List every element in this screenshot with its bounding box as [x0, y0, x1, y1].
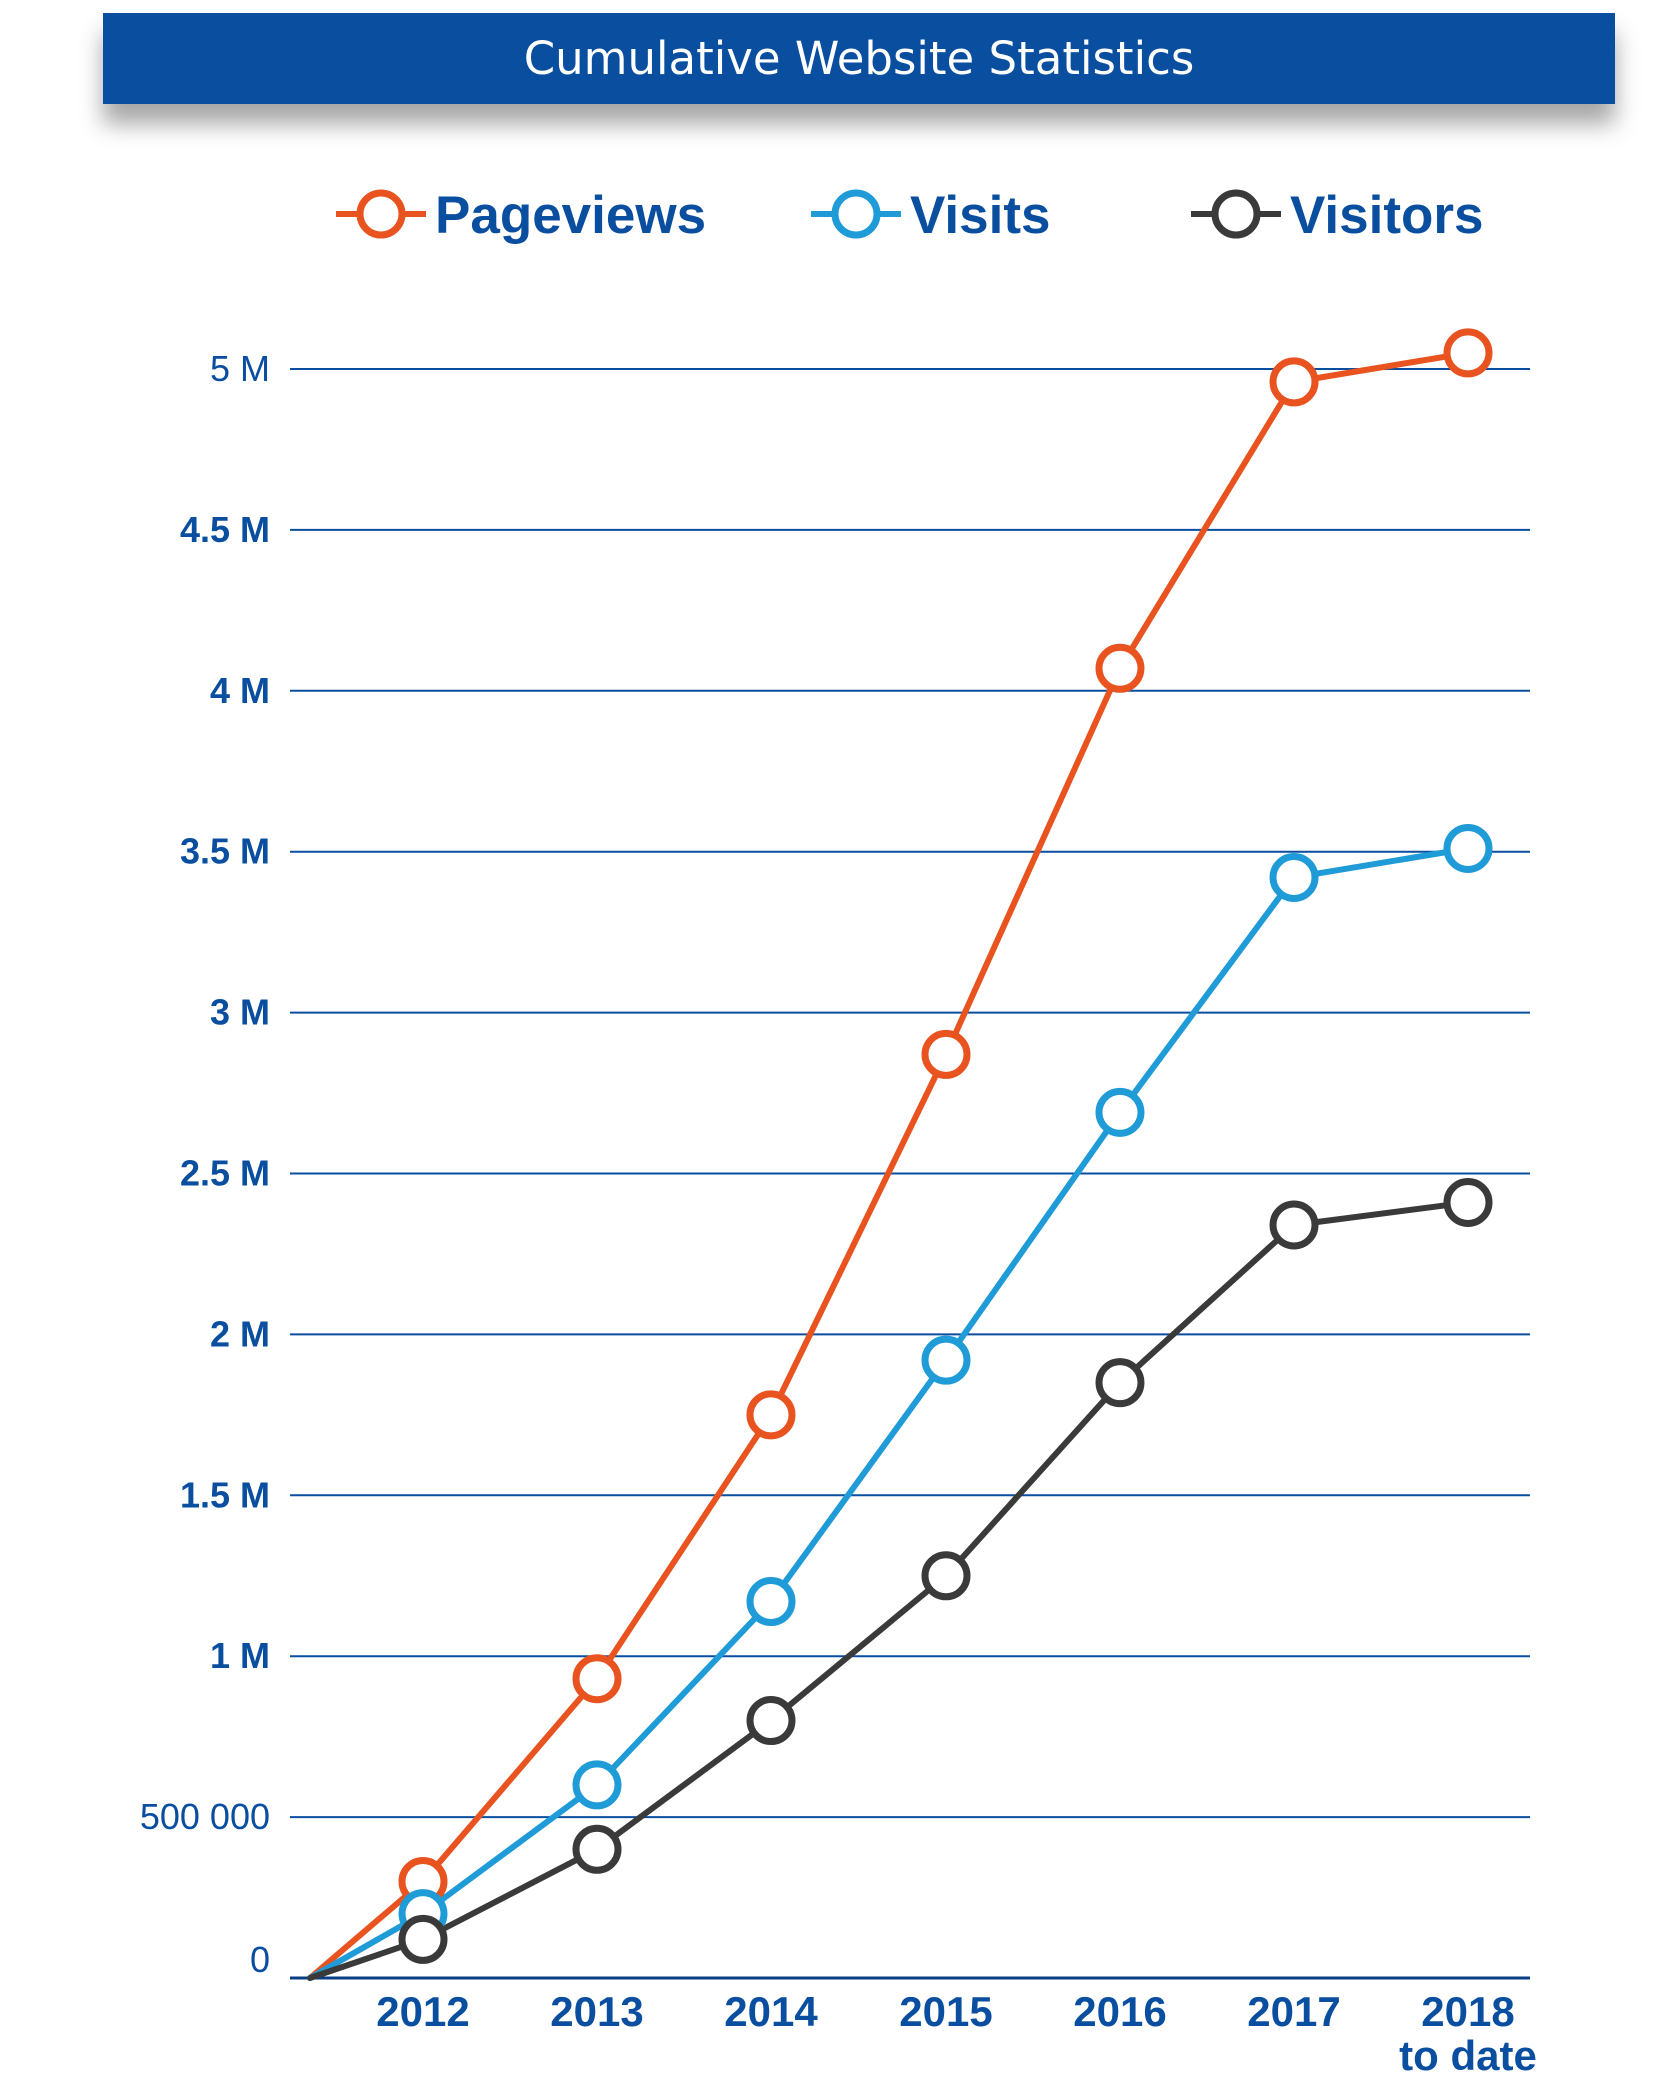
x-tick-label: 2015: [899, 1988, 992, 2035]
data-point: [1095, 1087, 1145, 1137]
y-tick-label: 4 M: [210, 670, 270, 711]
legend-item: Visitors: [1191, 186, 1483, 245]
x-tick-label: 2014: [724, 1988, 818, 2035]
legend-label: Pageviews: [435, 186, 706, 245]
legend-marker-icon: [356, 189, 406, 239]
legend: Pageviews Visits Visitors: [336, 186, 1483, 245]
x-tick-label: 2017: [1247, 1988, 1340, 2035]
data-point: [921, 1551, 971, 1601]
data-point: [398, 1914, 448, 1964]
data-point: [1443, 1177, 1493, 1227]
data-point: [1095, 1358, 1145, 1408]
series-line: [307, 349, 1471, 1981]
series-line: [307, 1199, 1471, 1981]
legend-marker-icon: [831, 189, 881, 239]
y-tick-label: 0: [250, 1939, 270, 1980]
x-tick-label: 2018: [1421, 1988, 1514, 2035]
chart-title: Cumulative Website Statistics: [523, 32, 1195, 85]
data-point: [746, 1576, 796, 1626]
y-tick-label: 4.5 M: [180, 509, 270, 550]
data-point: [1269, 1200, 1319, 1250]
y-tick-label: 2.5 M: [180, 1153, 270, 1194]
data-point: [921, 1029, 971, 1079]
data-point: [1443, 823, 1493, 873]
y-tick-label: 2 M: [210, 1313, 270, 1354]
data-point: [572, 1824, 622, 1874]
data-point: [1095, 643, 1145, 693]
legend-label: Visitors: [1290, 186, 1483, 245]
chart-title-bar: Cumulative Website Statistics: [103, 13, 1615, 104]
legend-item: Pageviews: [336, 186, 706, 245]
x-tick-sublabel: to date: [1399, 2032, 1537, 2079]
x-tick-label: 2016: [1073, 1988, 1166, 2035]
y-tick-label: 1 M: [210, 1635, 270, 1676]
x-tick-label: 2013: [550, 1988, 643, 2035]
y-tick-label: 3 M: [210, 992, 270, 1033]
grid-lines: [290, 368, 1530, 1980]
data-point: [1443, 328, 1493, 378]
data-point: [572, 1654, 622, 1704]
y-tick-label: 1.5 M: [180, 1474, 270, 1515]
data-point: [746, 1696, 796, 1746]
x-tick-label: 2012: [376, 1988, 469, 2035]
data-point: [1269, 852, 1319, 902]
y-tick-label: 5 M: [210, 348, 270, 389]
y-tick-label: 3.5 M: [180, 831, 270, 872]
data-point: [746, 1390, 796, 1440]
series-line: [307, 845, 1471, 1981]
data-point: [1269, 357, 1319, 407]
y-tick-label: 500 000: [140, 1796, 270, 1837]
legend-item: Visits: [811, 186, 1050, 245]
legend-label: Visits: [910, 186, 1050, 245]
y-axis-ticks: 0 500 000 1 M 1.5 M 2 M 2.5 M 3 M 3.5 M 4 M 4.5 M…: [140, 348, 270, 1980]
data-point: [572, 1760, 622, 1810]
data-series: [307, 328, 1493, 1981]
data-point: [921, 1335, 971, 1385]
legend-marker-icon: [1211, 189, 1261, 239]
